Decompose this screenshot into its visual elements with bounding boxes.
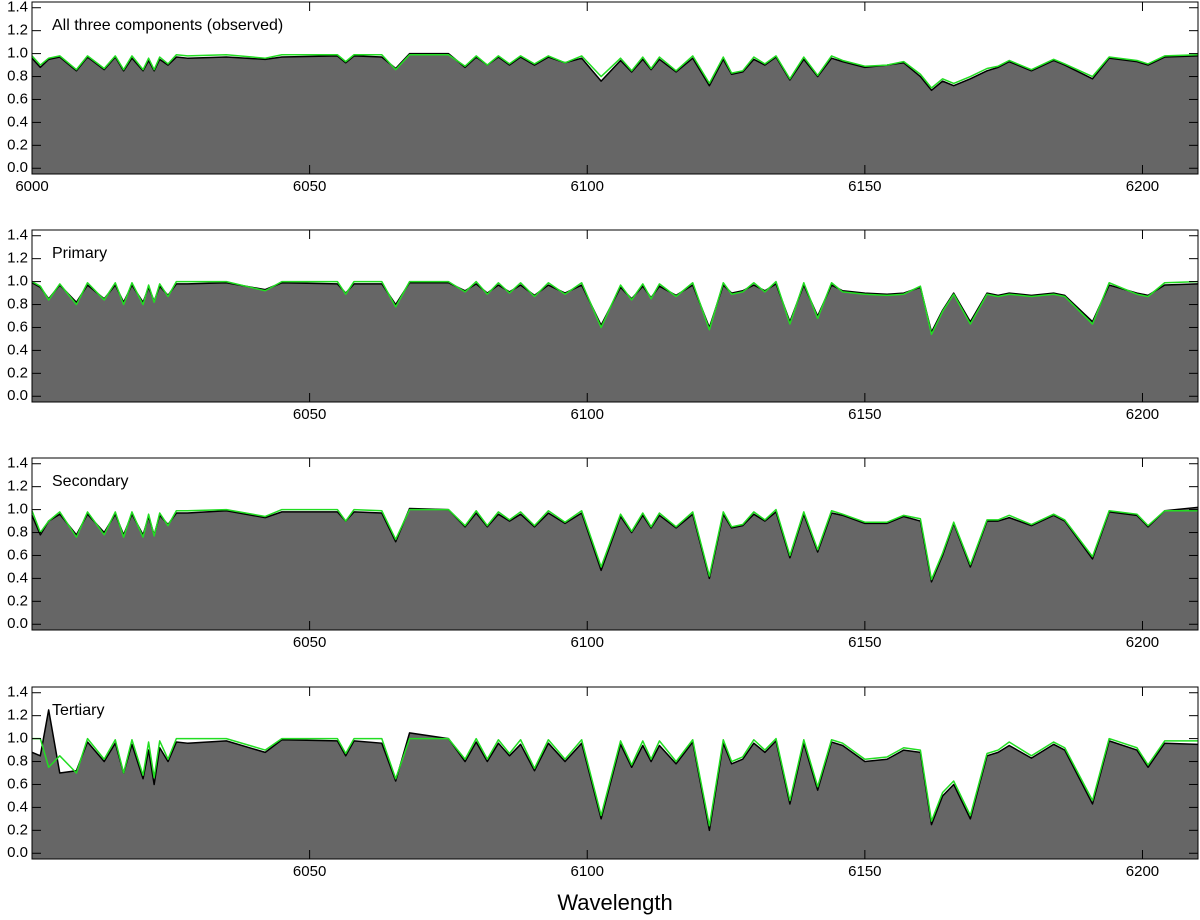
spectrum-area	[32, 507, 1198, 630]
x-tick-label: 6050	[293, 634, 326, 651]
x-tick-label: 6100	[571, 634, 604, 651]
x-tick-label: 6200	[1126, 863, 1159, 880]
x-tick-label: 6000	[15, 178, 48, 195]
spectrum-area	[32, 709, 1198, 859]
x-tick-label: 6050	[293, 863, 326, 880]
x-tick-label: 6150	[848, 634, 881, 651]
model-line	[32, 737, 1198, 827]
y-tick-label: 1.4	[7, 227, 28, 244]
y-tick-label: 1.0	[7, 273, 28, 290]
y-tick-label: 1.2	[7, 707, 28, 724]
y-tick-label: 0.4	[7, 341, 28, 358]
y-tick-label: 0.6	[7, 546, 28, 563]
y-tick-label: 0.4	[7, 798, 28, 815]
model-line	[31, 508, 1198, 581]
y-tick-label: 1.2	[7, 478, 28, 495]
x-tick-label: 6200	[1126, 634, 1159, 651]
y-tick-label: 1.0	[7, 45, 28, 62]
y-tick-label: 1.4	[7, 684, 28, 701]
spectrum-area	[32, 53, 1198, 174]
y-tick-label: 0.0	[7, 615, 28, 632]
y-tick-label: 0.4	[7, 569, 28, 586]
y-tick-label: 0.2	[7, 364, 28, 381]
y-tick-label: 1.4	[7, 455, 28, 472]
model-line	[31, 280, 1199, 336]
y-tick-label: 0.2	[7, 136, 28, 153]
y-tick-label: 0.8	[7, 753, 28, 770]
y-tick-label: 0.6	[7, 775, 28, 792]
x-tick-label: 6050	[293, 178, 326, 195]
y-tick-label: 0.8	[7, 296, 28, 313]
x-axis-label: Wavelength	[557, 890, 672, 915]
model-line	[31, 54, 1199, 89]
y-tick-label: 0.2	[7, 821, 28, 838]
panel-title: Primary	[52, 245, 107, 262]
panel-title: Tertiary	[52, 702, 104, 719]
plot-frame	[31, 457, 1199, 631]
y-tick-label: 0.8	[7, 68, 28, 85]
observed-line	[31, 709, 1199, 832]
x-tick-label: 6200	[1126, 178, 1159, 195]
y-tick-label: 0.2	[7, 592, 28, 609]
y-tick-label: 0.0	[7, 844, 28, 861]
y-tick-label: 1.2	[7, 250, 28, 267]
y-tick-label: 0.0	[7, 387, 28, 404]
y-tick-label: 0.4	[7, 113, 28, 130]
plot-frame	[31, 229, 1199, 403]
plot-frame	[31, 686, 1199, 860]
x-tick-label: 6100	[571, 863, 604, 880]
spectrum-area	[32, 282, 1198, 402]
x-tick-label: 6150	[848, 863, 881, 880]
observed-line	[31, 52, 1199, 92]
x-tick-label: 6150	[848, 406, 881, 423]
y-tick-label: 0.6	[7, 90, 28, 107]
x-tick-label: 6150	[848, 178, 881, 195]
plot-frame	[31, 1, 1199, 175]
y-tick-label: 0.6	[7, 318, 28, 335]
x-tick-label: 6050	[293, 406, 326, 423]
x-tick-label: 6100	[571, 406, 604, 423]
y-tick-label: 0.0	[7, 159, 28, 176]
x-tick-label: 6100	[571, 178, 604, 195]
y-tick-label: 1.0	[7, 730, 28, 747]
x-tick-label: 6200	[1126, 406, 1159, 423]
panel-title: Secondary	[52, 473, 129, 490]
panel-title: All three components (observed)	[52, 17, 283, 34]
y-tick-label: 0.8	[7, 524, 28, 541]
y-tick-label: 1.0	[7, 501, 28, 518]
y-tick-label: 1.4	[7, 0, 28, 16]
y-tick-label: 1.2	[7, 22, 28, 39]
